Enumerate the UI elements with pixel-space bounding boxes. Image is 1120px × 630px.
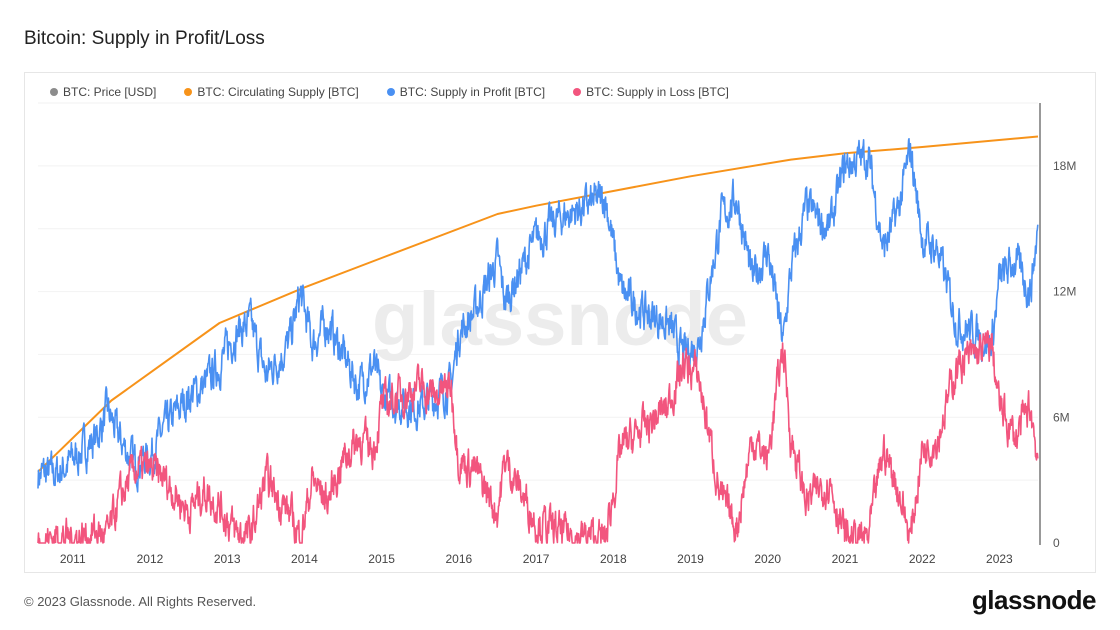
legend-dot-icon [573,88,582,96]
legend-label: BTC: Supply in Loss [BTC] [586,85,729,99]
legend-label: BTC: Supply in Profit [BTC] [399,85,546,99]
x-tick-label: 2015 [368,552,395,566]
legend-dot-icon [50,88,58,96]
legend-dot-icon [184,88,193,96]
y-tick-label: 18M [1053,159,1076,173]
legend-item-circulating-supply[interactable]: BTC: Circulating Supply [BTC] [184,85,359,99]
x-tick-label: 2012 [137,552,164,566]
x-tick-label: 2021 [832,552,859,566]
y-tick-label: 6M [1053,410,1070,424]
x-tick-label: 2014 [291,552,318,566]
legend-item-supply-in-loss[interactable]: BTC: Supply in Loss [BTC] [573,85,729,99]
x-tick-label: 2020 [754,552,781,566]
chart-title: Bitcoin: Supply in Profit/Loss [24,28,265,49]
legend-item-price[interactable]: BTC: Price [USD] [50,85,156,99]
glassnode-logo: glassnode [971,585,1097,615]
copyright: © 2023 Glassnode. All Rights Reserved. [24,594,257,609]
x-tick-label: 2013 [214,552,241,566]
x-tick-label: 2017 [523,552,550,566]
legend-item-supply-in-profit[interactable]: BTC: Supply in Profit [BTC] [386,85,546,99]
y-tick-label: 0 [1053,536,1060,550]
x-tick-label: 2011 [60,552,86,566]
x-tick-label: 2023 [986,552,1013,566]
legend: BTC: Price [USD] BTC: Circulating Supply… [50,85,729,99]
y-tick-label: 12M [1053,285,1076,299]
legend-label: BTC: Circulating Supply [BTC] [197,85,359,99]
supply-in-profit-line [37,138,1039,493]
x-tick-label: 2022 [909,552,936,566]
x-tick-label: 2018 [600,552,627,566]
x-tick-label: 2019 [677,552,704,566]
supply-in-loss-line [37,330,1039,544]
x-tick-label: 2016 [445,552,472,566]
legend-dot-icon [386,88,395,96]
chart-card [24,72,1096,573]
legend-label: BTC: Price [USD] [63,85,157,99]
